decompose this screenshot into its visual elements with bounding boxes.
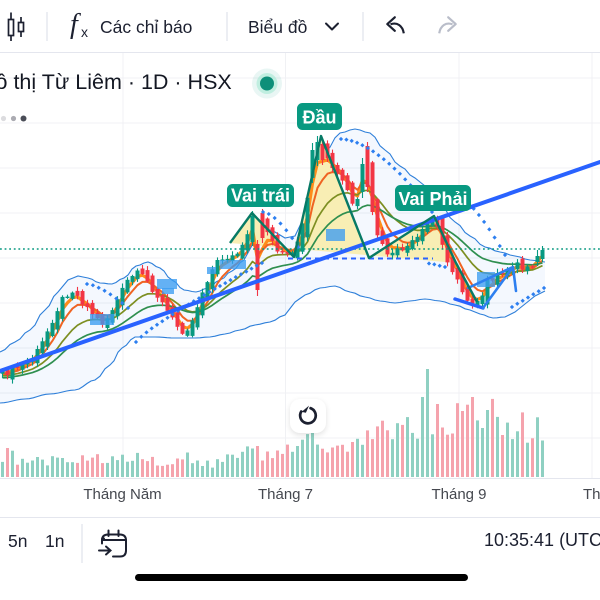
svg-text:Tháng Năm: Tháng Năm [83, 486, 161, 503]
svg-text:Các chỉ báo: Các chỉ báo [100, 17, 192, 37]
svg-text:Vai trái: Vai trái [231, 186, 290, 206]
svg-text:Vai Phải: Vai Phải [398, 189, 467, 209]
svg-text:Đầu: Đầu [302, 108, 336, 128]
svg-text:f: f [70, 9, 81, 40]
svg-text:Tháng 11: Tháng 11 [583, 486, 600, 503]
svg-text:Tháng 9: Tháng 9 [431, 486, 486, 503]
svg-text:Tháng 7: Tháng 7 [258, 486, 313, 503]
svg-text:x: x [81, 24, 88, 40]
svg-text:Biểu đồ: Biểu đồ [248, 17, 307, 37]
